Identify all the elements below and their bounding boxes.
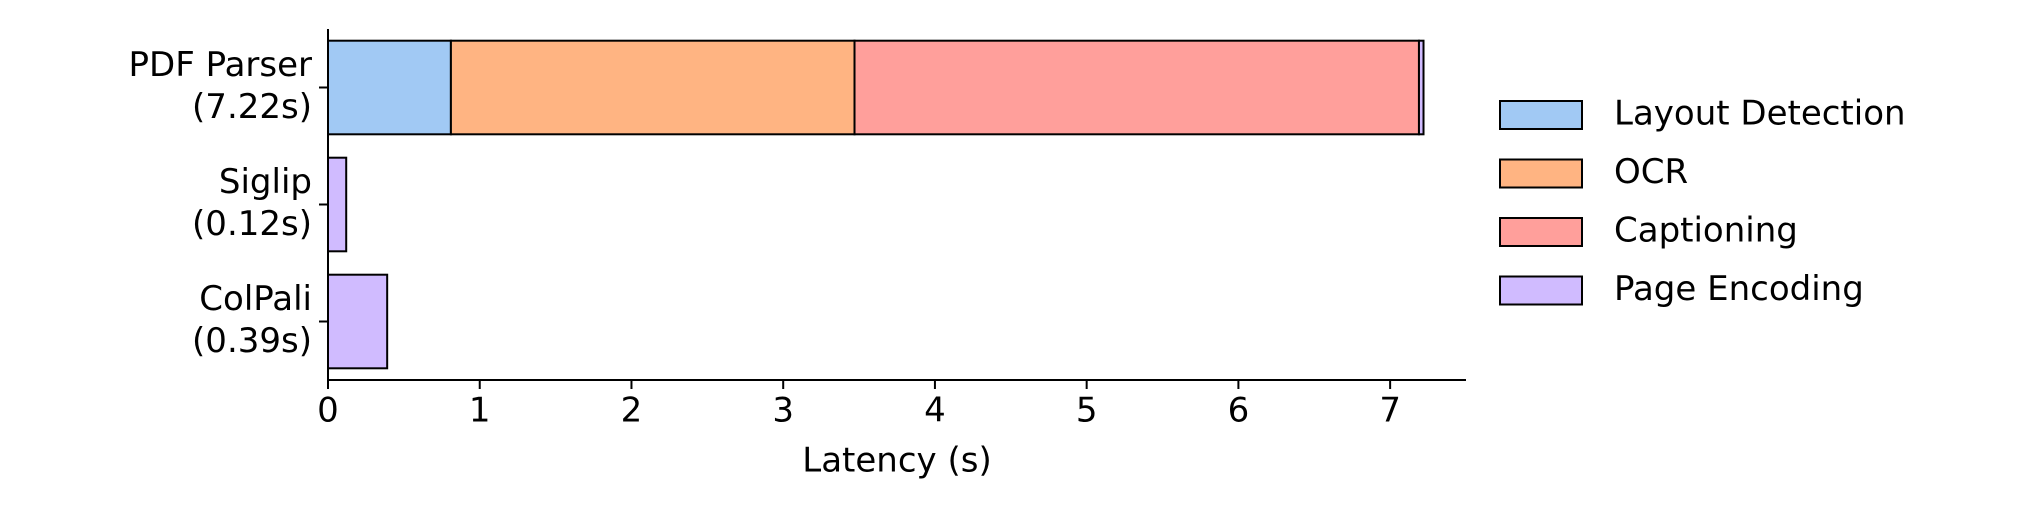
legend-label: Page Encoding: [1614, 269, 1864, 309]
y-tick-label: ColPali: [199, 279, 312, 319]
x-tick-label: 3: [772, 391, 794, 431]
y-tick-label: (0.12s): [192, 204, 312, 244]
x-tick-label: 6: [1228, 391, 1250, 431]
x-tick-label: 2: [621, 391, 643, 431]
y-tick-label: PDF Parser: [129, 45, 312, 85]
legend-label: Layout Detection: [1614, 94, 1906, 134]
x-tick-label: 4: [924, 391, 946, 431]
x-tick-label: 1: [469, 391, 491, 431]
legend-label: OCR: [1614, 152, 1688, 192]
bar-segment: [327, 273, 389, 370]
x-axis-label: Latency (s): [802, 441, 991, 481]
y-tick-label: (7.22s): [192, 87, 312, 127]
legend-label: Captioning: [1614, 211, 1798, 251]
legend-swatch: [1499, 100, 1583, 130]
x-tick-label: 0: [317, 391, 339, 431]
x-tick-label: 5: [1076, 391, 1098, 431]
bar-segment: [853, 39, 1420, 136]
legend-swatch: [1499, 158, 1583, 189]
bar-segment: [449, 39, 856, 136]
bar-segment: [1417, 39, 1425, 136]
x-tick-label: 7: [1379, 391, 1401, 431]
bar-segment: [327, 39, 452, 136]
y-tick-label: (0.39s): [192, 321, 312, 361]
legend-swatch: [1499, 217, 1583, 247]
y-tick-label: Siglip: [219, 162, 312, 202]
legend-swatch: [1499, 275, 1583, 306]
bar-segment: [327, 156, 348, 253]
